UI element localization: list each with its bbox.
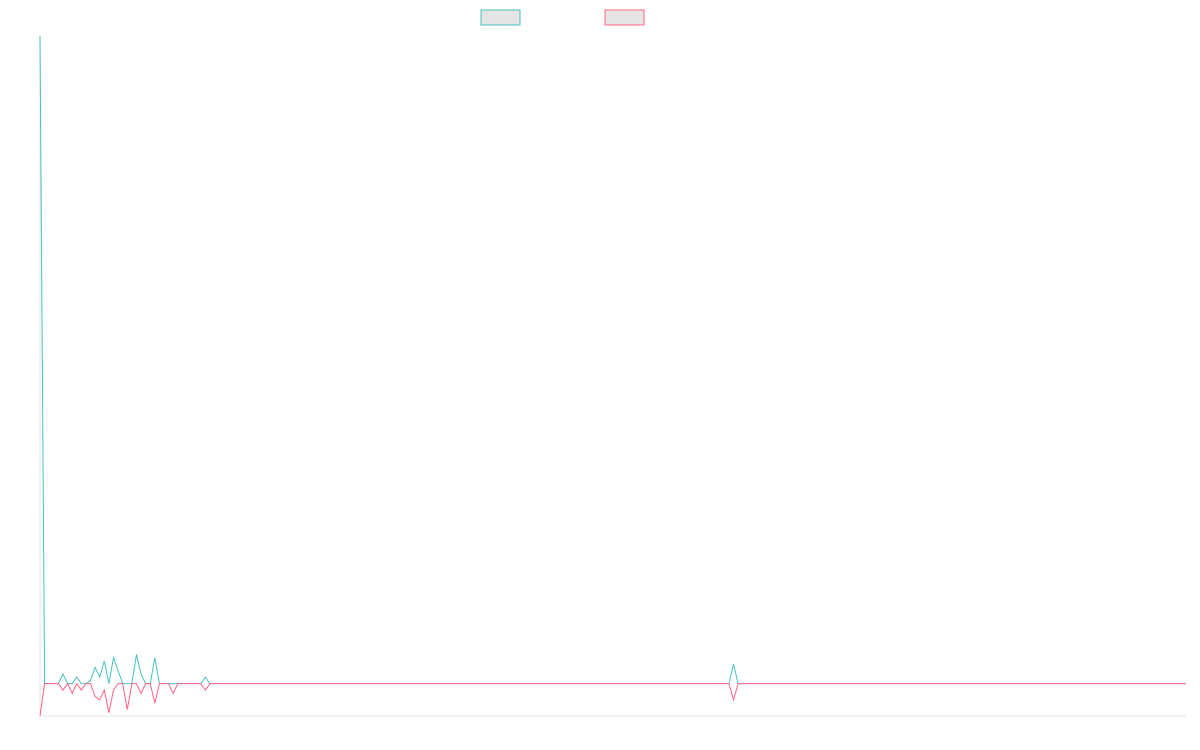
chart-legend (480, 9, 645, 26)
series-layer (39, 35, 1186, 717)
series-1-line (39, 35, 1186, 685)
chart-axes (39, 36, 1186, 717)
legend-swatch-series-2 (604, 9, 645, 26)
series-2-line (39, 682, 1186, 717)
legend-swatch-series-1 (480, 9, 521, 26)
